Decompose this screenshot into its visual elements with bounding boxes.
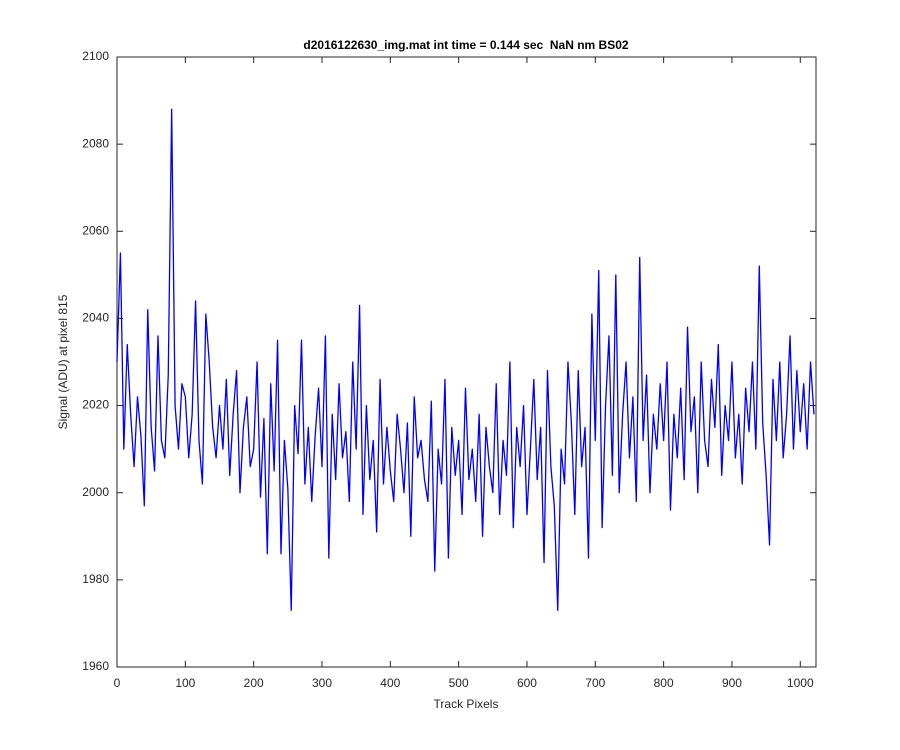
x-tick-label: 400 [380,676,400,690]
x-axis-label: Track Pixels [434,697,499,711]
x-tick-label: 800 [654,676,674,690]
plot-frame [116,56,817,668]
y-axis-label: Signal (ADU) at pixel 815 [56,294,70,429]
y-tick-label: 1960 [82,659,109,673]
y-tick-label: 1980 [82,572,109,586]
y-tick-label: 2020 [82,398,109,412]
y-tick-label: 2040 [82,311,109,325]
x-tick-label: 100 [175,676,195,690]
x-tick-label: 1000 [787,676,814,690]
data-line [116,108,815,612]
x-tick-label: 700 [585,676,605,690]
y-tick-label: 2100 [82,49,109,63]
x-tick-label: 500 [449,676,469,690]
y-tick-label: 2000 [82,485,109,499]
x-tick-label: 900 [722,676,742,690]
y-tick-label: 2060 [82,223,109,237]
y-tick-label: 2080 [82,136,109,150]
x-tick-label: 300 [312,676,332,690]
chart-title: d2016122630_img.mat int time = 0.144 sec… [303,38,628,52]
x-tick-label: 0 [114,676,121,690]
x-tick-label: 600 [517,676,537,690]
x-tick-label: 200 [244,676,264,690]
